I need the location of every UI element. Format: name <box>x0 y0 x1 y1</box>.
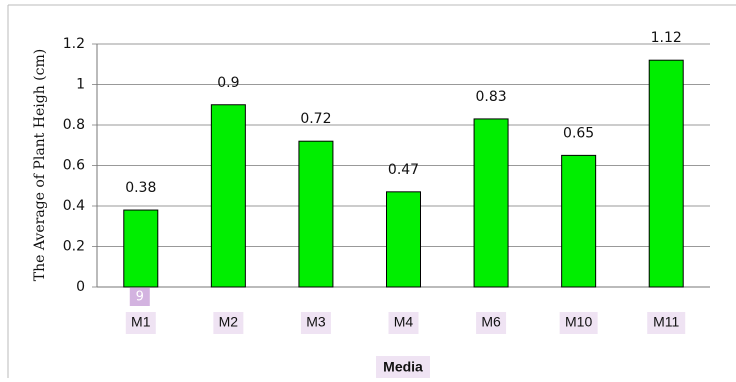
x-label-highlight <box>213 312 244 334</box>
bar <box>298 140 334 288</box>
x-label-highlight <box>125 312 156 334</box>
data-label: 0.38 <box>125 180 156 196</box>
data-label: 0.65 <box>563 125 594 141</box>
data-label: 1.12 <box>651 30 682 46</box>
x-label-highlight <box>476 312 507 334</box>
bar <box>123 209 159 288</box>
y-tick-label: 1 <box>76 77 85 93</box>
bar <box>210 104 246 288</box>
x-tick-label: M10 <box>565 314 592 330</box>
data-label: 0.47 <box>388 162 419 178</box>
x-label-highlight <box>388 312 419 334</box>
x-label-highlight <box>647 312 686 334</box>
x-tick-label: M6 <box>481 314 501 330</box>
bar <box>386 191 421 288</box>
y-axis-label: The Average of Plant Heigh (cm) <box>32 49 48 281</box>
y-tick-label: 0.2 <box>63 239 85 255</box>
y-tick-label: 0.8 <box>63 117 85 133</box>
badge-bg <box>129 288 150 306</box>
y-tick-label: 0.6 <box>63 158 85 174</box>
x-label-highlight <box>300 312 331 334</box>
y-tick-label: 0 <box>76 279 85 295</box>
bar <box>473 118 509 288</box>
y-tick-label: 0.4 <box>63 198 85 214</box>
x-tick-label: M2 <box>219 314 239 330</box>
data-label: 0.72 <box>300 111 331 127</box>
x-tick-label: M11 <box>653 314 679 330</box>
x-label-highlight <box>376 356 430 378</box>
bar <box>561 154 597 288</box>
data-label: 0.9 <box>217 75 239 91</box>
badge: 9 <box>136 290 144 305</box>
x-label-highlight <box>559 312 598 334</box>
y-tick-label: 1.2 <box>63 36 85 52</box>
data-label: 0.83 <box>475 89 506 105</box>
x-tick-label: M3 <box>306 314 326 330</box>
x-tick-label: M1 <box>131 314 151 330</box>
x-tick-label: M4 <box>394 314 414 330</box>
x-axis-label: Media <box>383 359 423 375</box>
bar <box>648 59 684 288</box>
